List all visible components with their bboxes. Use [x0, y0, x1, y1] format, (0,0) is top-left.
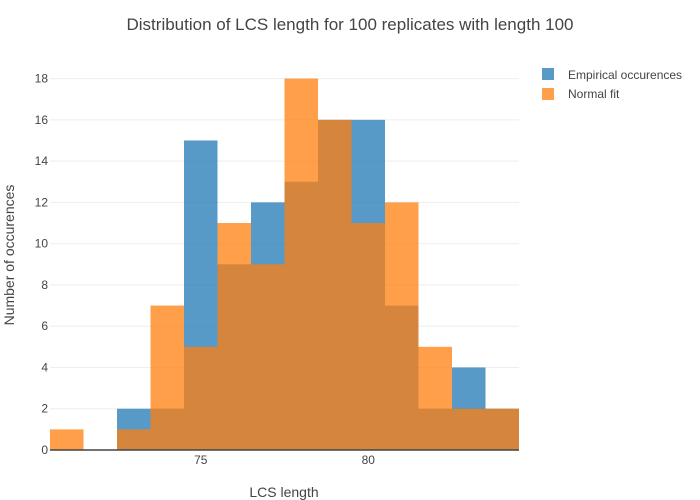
legend-label-normal-fit[interactable]: Normal fit	[568, 87, 620, 101]
histogram-bar[interactable]	[418, 346, 453, 450]
chart-title: Distribution of LCS length for 100 repli…	[127, 15, 574, 34]
x-tick-label: 80	[362, 453, 376, 467]
series-normal-fit	[50, 78, 520, 451]
y-axis-label: Number of occurences	[1, 185, 17, 326]
histogram-bar[interactable]	[251, 264, 285, 450]
axes: 0 2 4 6 8 10 12 14 16 18 75 80	[35, 72, 519, 467]
y-tick-label: 6	[41, 319, 48, 333]
histogram-bar[interactable]	[184, 346, 218, 450]
y-tick-label: 2	[41, 402, 48, 416]
x-tick-label: 75	[194, 453, 208, 467]
legend: Empirical occurences Normal fit	[542, 68, 682, 101]
bars	[50, 78, 520, 451]
histogram-bar[interactable]	[351, 223, 386, 450]
histogram-bar[interactable]	[284, 78, 319, 451]
histogram-bar[interactable]	[150, 305, 185, 450]
y-tick-label: 10	[35, 237, 49, 251]
y-tick-label: 14	[35, 154, 49, 168]
y-tick-label: 8	[41, 278, 48, 292]
histogram-bar[interactable]	[50, 429, 84, 450]
histogram-bar[interactable]	[217, 223, 252, 450]
histogram-bar[interactable]	[318, 119, 352, 450]
y-tick-label: 4	[41, 360, 48, 374]
legend-swatch-normal-fit[interactable]	[542, 88, 554, 100]
histogram-bar[interactable]	[117, 429, 151, 450]
histogram-bar[interactable]	[485, 408, 520, 450]
legend-swatch-empirical[interactable]	[542, 68, 554, 80]
legend-label-empirical[interactable]: Empirical occurences	[568, 68, 682, 82]
histogram-bar[interactable]	[385, 202, 419, 450]
y-tick-label: 12	[35, 195, 49, 209]
y-tick-label: 16	[35, 113, 49, 127]
histogram-bar[interactable]	[452, 408, 486, 450]
y-tick-label: 18	[35, 72, 49, 86]
y-tick-label: 0	[41, 443, 48, 457]
x-axis-label: LCS length	[249, 484, 318, 500]
